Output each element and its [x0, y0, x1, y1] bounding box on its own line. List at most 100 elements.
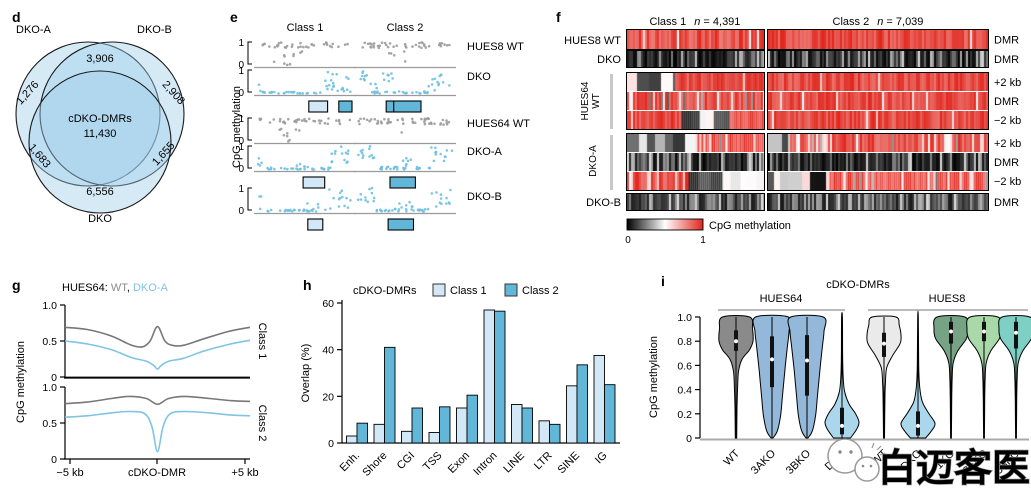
cpg-dot	[296, 46, 300, 49]
cpg-dot	[330, 152, 334, 155]
cpg-dot	[363, 74, 367, 78]
cpg-dot	[437, 43, 441, 47]
cpg-dot	[368, 145, 372, 148]
violin-iqr-box	[840, 407, 844, 435]
cpg-dot	[310, 43, 314, 46]
heat-row-label: DKO-B	[586, 197, 621, 209]
cpg-dot	[376, 90, 379, 93]
y-tick-label: 1.0	[42, 300, 57, 312]
y-tick-label: 60	[322, 298, 334, 310]
cpg-dot	[282, 91, 286, 95]
cpg-dot	[366, 200, 370, 204]
cpg-dot	[361, 156, 365, 160]
cpg-dot	[417, 208, 420, 211]
x-tick-label: +5 kb	[231, 467, 258, 479]
cpg-dot	[411, 117, 414, 121]
cpg-dot	[398, 202, 401, 205]
cpg-dot	[387, 118, 390, 121]
cpg-dot	[372, 46, 376, 49]
cpg-dot	[383, 117, 386, 121]
cpg-dot	[400, 131, 404, 134]
cpg-dot	[420, 46, 423, 50]
heatmap-row	[768, 172, 988, 190]
cpg-dot	[283, 209, 287, 213]
cpg-dot	[373, 117, 377, 121]
panel-f-borders	[626, 29, 989, 211]
cpg-dot	[386, 45, 390, 49]
cpg-dot	[416, 167, 419, 170]
cpg-dot	[361, 70, 365, 73]
cpg-dot	[336, 89, 340, 93]
cpg-dot	[331, 72, 334, 76]
cpg-dot	[404, 208, 408, 211]
cpg-dot	[331, 42, 335, 46]
category-label: IG	[593, 450, 610, 467]
heatmap-row	[627, 194, 764, 210]
cpg-dot	[311, 167, 314, 170]
bar-class2	[356, 422, 368, 444]
metaplot-line-dko-a	[64, 339, 251, 370]
cpg-dot	[439, 152, 443, 156]
heat-block-border	[767, 50, 989, 68]
cpg-dot	[285, 63, 289, 67]
class2-count: = 7,039	[883, 16, 923, 28]
heat-right-label: DMR	[994, 96, 1019, 108]
metaplot-line-dko-a	[64, 410, 251, 453]
cpg-dot	[387, 52, 391, 55]
class1-count: = 4,391	[700, 16, 740, 28]
cpg-dot	[368, 119, 371, 123]
cpg-dot	[392, 167, 396, 170]
y-axis-bracket	[247, 41, 252, 65]
y-tick-label: 0.2	[677, 409, 692, 421]
track-label: DKO-A	[467, 146, 503, 158]
venn-circle-dko	[28, 70, 172, 214]
cpg-dot	[389, 167, 392, 171]
bar-class1	[456, 407, 468, 444]
cpg-dot	[312, 119, 315, 123]
y-tick-0: 0	[238, 88, 244, 99]
cpg-dot	[301, 92, 305, 95]
y-tick-label: 0.6	[677, 360, 692, 372]
cpg-dot	[345, 196, 348, 200]
cpg-dot	[442, 123, 445, 126]
cpg-dot	[323, 167, 326, 171]
bar-class2	[576, 364, 588, 444]
cpg-dot	[397, 90, 401, 93]
cpg-dot	[327, 117, 330, 120]
panel-e-y-axis-label: CpG methylation	[231, 86, 243, 168]
y-tick-label: 0	[51, 372, 57, 384]
cpg-dot	[332, 196, 335, 200]
cpg-dot	[291, 43, 294, 46]
heatmap-row	[627, 92, 764, 110]
cpg-dot	[423, 122, 427, 126]
cpg-dot	[430, 146, 433, 149]
panel-f: f Class 1 n = 4,391 Class 2 n = 7,039 HUES…	[556, 9, 1021, 246]
cpg-dot	[337, 118, 341, 122]
class1-n: n	[694, 16, 700, 28]
dmr-box	[302, 176, 326, 189]
heat-block-border	[626, 72, 765, 130]
cpg-dot	[290, 45, 294, 48]
venn-label-dko-b: DKO-B	[137, 24, 172, 36]
cpg-dot	[339, 145, 343, 148]
heatmap-row	[768, 153, 988, 171]
heatmap-row	[627, 73, 764, 91]
cpg-dot	[391, 77, 394, 80]
cpg-dot	[410, 208, 413, 211]
cpg-dot	[293, 208, 296, 212]
cpg-dot	[341, 86, 345, 90]
cpg-dot	[305, 209, 309, 212]
cpg-dot	[259, 195, 263, 198]
category-label: TSS	[421, 450, 445, 474]
cpg-dot	[402, 166, 405, 170]
panel-f-colorbar: CpG methylation 0 1	[625, 218, 791, 246]
cpg-dot	[372, 42, 376, 45]
bar-class1	[373, 423, 385, 444]
violin-median-dot	[734, 339, 738, 344]
violin-median-dot	[916, 423, 920, 428]
panel-h-y-axis-label: Overlap (%)	[300, 344, 312, 403]
cpg-dot	[314, 210, 318, 213]
panel-i-letter: i	[661, 273, 665, 289]
